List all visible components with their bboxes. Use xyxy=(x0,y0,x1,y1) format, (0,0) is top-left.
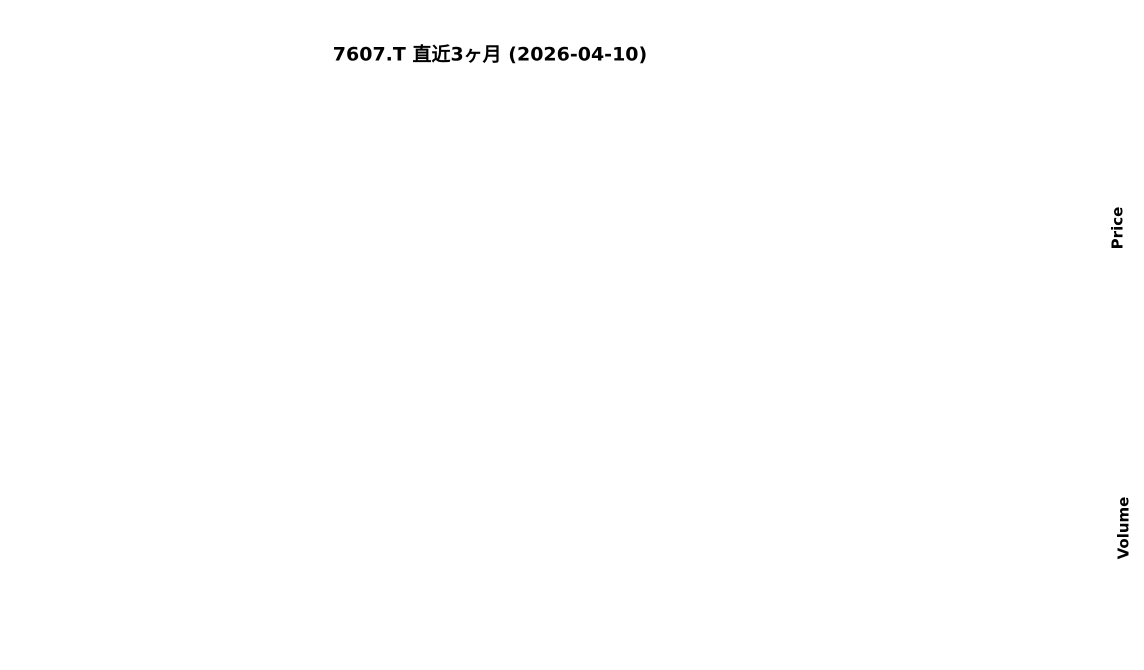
y-axis-label: Price xyxy=(1109,207,1127,250)
chart-title: 7607.T 直近3ヶ月 (2026-04-10) xyxy=(333,43,647,66)
volume-axis-label: Volume xyxy=(1115,497,1133,560)
